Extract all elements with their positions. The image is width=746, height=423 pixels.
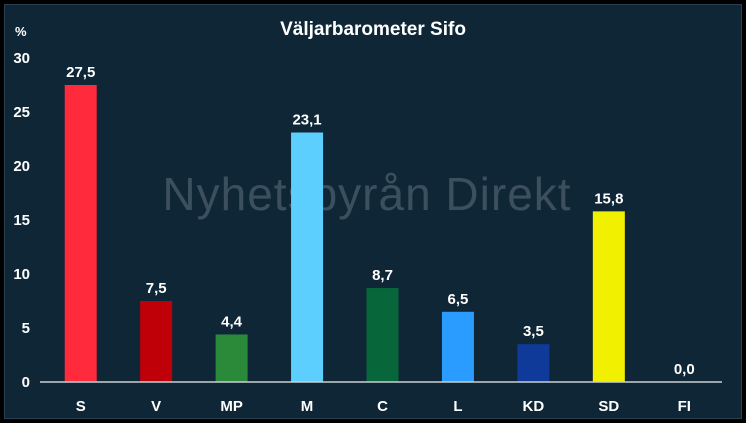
- y-axis-ticks: 0 5 10 15 20 25 30: [13, 50, 30, 391]
- y-tick-label: 25: [13, 104, 30, 121]
- bar-kd: [517, 344, 550, 382]
- y-tick-label: 0: [22, 374, 30, 391]
- y-tick-label: 30: [13, 50, 30, 67]
- data-label-m: 23,1: [292, 112, 321, 129]
- bar-sd: [592, 211, 625, 382]
- category-label-fi: FI: [678, 398, 691, 415]
- data-label-v: 7,5: [146, 280, 167, 297]
- data-label-fi: 0,0: [674, 361, 695, 378]
- y-axis-unit-label: %: [15, 24, 27, 39]
- data-label-mp: 4,4: [221, 313, 243, 330]
- bar-s: [64, 85, 97, 382]
- category-label-v: V: [151, 398, 161, 415]
- y-tick-label: 5: [22, 320, 30, 337]
- data-label-sd: 15,8: [594, 190, 623, 207]
- category-label-m: M: [301, 398, 314, 415]
- data-label-l: 6,5: [448, 291, 469, 308]
- data-label-c: 8,7: [372, 267, 393, 284]
- category-label-sd: SD: [598, 398, 619, 415]
- data-label-s: 27,5: [66, 64, 95, 81]
- bars-group: [64, 85, 625, 382]
- category-label-l: L: [453, 398, 462, 415]
- y-tick-label: 20: [13, 158, 30, 175]
- y-tick-label: 15: [13, 212, 30, 229]
- bar-mp: [215, 334, 248, 382]
- bar-m: [291, 132, 324, 382]
- watermark-text: Nyhetsbyrån Direkt: [162, 168, 571, 220]
- category-label-s: S: [76, 398, 86, 415]
- category-label-kd: KD: [523, 398, 545, 415]
- data-labels-group: 27,5 7,5 4,4 23,1 8,7 6,5 3,5 15,8 0,0: [66, 64, 695, 378]
- category-label-mp: MP: [220, 398, 243, 415]
- chart-title: Väljarbarometer Sifo: [280, 19, 466, 40]
- bar-v: [140, 301, 173, 382]
- bar-l: [441, 311, 474, 382]
- x-axis-categories: S V MP M C L KD SD FI: [76, 398, 691, 415]
- data-label-kd: 3,5: [523, 323, 544, 340]
- category-label-c: C: [377, 398, 388, 415]
- bar-c: [366, 288, 399, 382]
- y-tick-label: 10: [13, 266, 30, 283]
